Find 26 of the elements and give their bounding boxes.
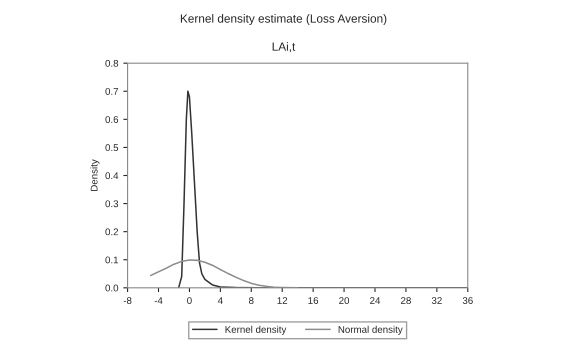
x-tick-label: 12 [278, 297, 288, 304]
y-tick-label: 0.7 [105, 88, 118, 95]
y-tick-label: 0.8 [105, 60, 118, 67]
x-tick-label: 20 [339, 297, 350, 304]
y-axis-title: Density [90, 159, 100, 191]
y-tick-label: 0.5 [105, 144, 118, 152]
x-tick-label: 16 [308, 297, 318, 304]
x-tick-label: 28 [401, 297, 411, 304]
legend-label: Kernel density [226, 326, 286, 335]
x-tick-label: -4 [154, 297, 163, 304]
y-tick-label: 0.0 [105, 284, 118, 292]
chart-title: Kernel density estimate (Loss Aversion) [180, 14, 386, 26]
x-tick-label: 24 [370, 297, 380, 304]
y-tick-label: 0.1 [105, 256, 118, 264]
x-tick-label: 0 [187, 297, 192, 304]
y-tick-label: 0.3 [105, 200, 118, 208]
legend-label: Normal density [338, 326, 403, 335]
y-tick-label: 0.2 [105, 228, 118, 236]
x-tick-label: -8 [124, 297, 132, 304]
x-tick-label: 4 [218, 297, 223, 304]
chart-subtitle: LAi,t [272, 42, 296, 52]
x-tick-label: 8 [249, 297, 254, 304]
y-tick-label: 0.4 [105, 172, 118, 180]
x-tick-label: 32 [432, 297, 442, 304]
x-tick-label: 36 [462, 297, 473, 304]
y-tick-label: 0.6 [105, 116, 118, 123]
